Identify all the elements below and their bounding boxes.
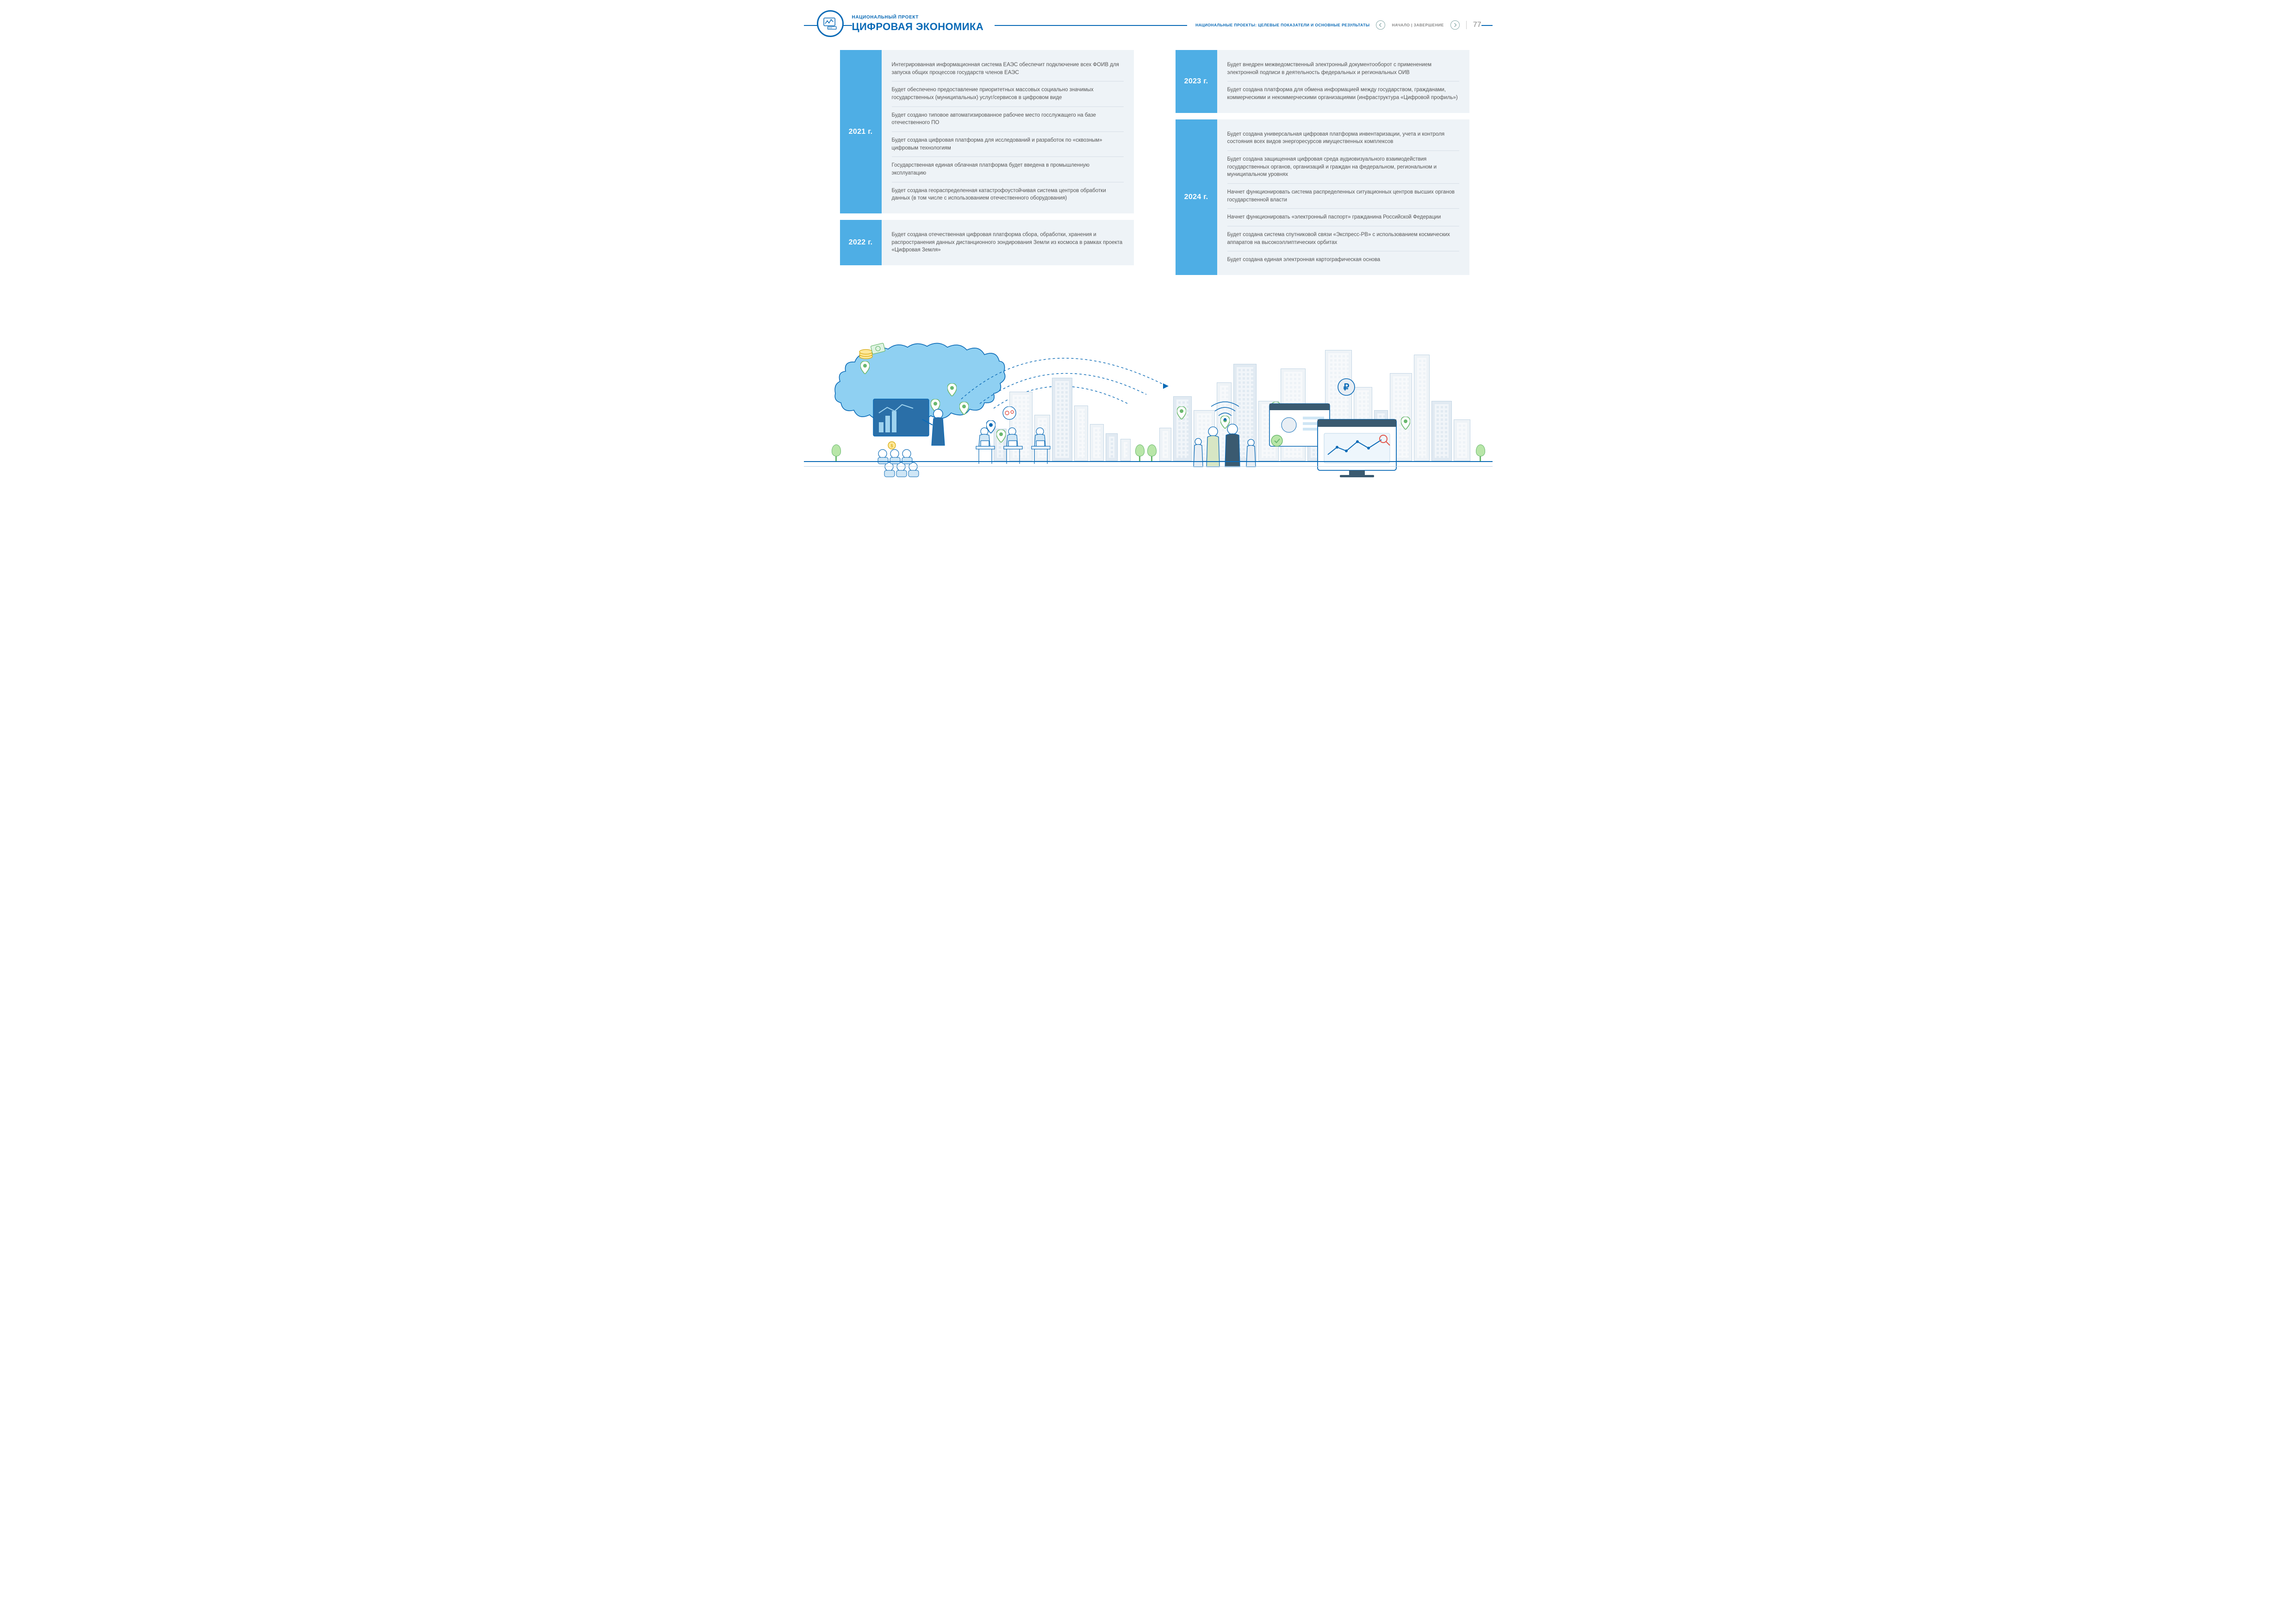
content: 2021 г. Интегрированная информационная си… [840, 50, 1469, 275]
year-block: 2023 г. Будет внедрен межведомственный эл… [1176, 50, 1469, 113]
header-right: НАЦИОНАЛЬНЫЕ ПРОЕКТЫ: ЦЕЛЕВЫЕ ПОКАЗАТЕЛИ… [1187, 20, 1481, 30]
map-pin-icon [1177, 406, 1186, 419]
year-label: 2024 г. [1176, 119, 1217, 275]
year-item: Будет внедрен межведомственный электронн… [1227, 56, 1459, 81]
year-item: Будет создана платформа для обмена инфор… [1227, 81, 1459, 106]
column-left: 2021 г. Интегрированная информационная си… [840, 50, 1134, 275]
svg-text:₽: ₽ [1343, 382, 1349, 393]
year-item: Начнет функционировать «электронный пасп… [1227, 209, 1459, 226]
illustration-strip: $ [804, 330, 1493, 487]
year-item: Государственная единая облачная платформ… [892, 157, 1124, 182]
building-icon [1120, 439, 1131, 461]
header-supertitle: НАЦИОНАЛЬНЫЙ ПРОЕКТ [852, 15, 984, 20]
year-items: Интегрированная информационная система Е… [882, 50, 1134, 213]
year-item: Будет создана защищенная цифровая среда … [1227, 151, 1459, 184]
year-item: Будет создана универсальная цифровая пла… [1227, 126, 1459, 151]
presentation-scene-icon: $ [869, 394, 961, 482]
year-block: 2022 г. Будет создана отечественная цифро… [840, 220, 1134, 265]
money-icon [859, 342, 886, 362]
ground-line [804, 461, 1493, 462]
nav-prev-button[interactable] [1376, 20, 1385, 30]
classroom-scene-icon [971, 406, 1063, 476]
building-icon [1159, 428, 1171, 461]
tree-icon [1476, 444, 1485, 461]
building-icon [1431, 401, 1452, 461]
year-item: Интегрированная информационная система Е… [892, 56, 1124, 81]
tree-icon [832, 444, 841, 461]
chevron-left-icon [1379, 23, 1382, 27]
building-icon [1074, 406, 1088, 461]
tree-icon [1147, 444, 1157, 461]
year-label: 2021 г. [840, 50, 882, 213]
year-item: Будет создано типовое автоматизированное… [892, 107, 1124, 132]
year-block: 2024 г. Будет создана универсальная цифро… [1176, 119, 1469, 275]
family-scene-icon [1188, 394, 1267, 478]
header-title: ЦИФРОВАЯ ЭКОНОМИКА [852, 21, 984, 33]
year-item: Будет создана система спутниковой связи … [1227, 226, 1459, 251]
year-item: Будет обеспечено предоставление приорите… [892, 81, 1124, 106]
page-number: 77 [1473, 21, 1481, 29]
tree-icon [1135, 444, 1145, 461]
nav-separator [1466, 21, 1467, 29]
nav-begin-label: НАЧАЛО [1392, 23, 1410, 27]
year-items: Будет создана отечественная цифровая пла… [882, 220, 1134, 265]
svg-text:$: $ [890, 443, 893, 448]
year-items: Будет внедрен межведомственный электронн… [1217, 50, 1469, 113]
column-right: 2023 г. Будет внедрен межведомственный эл… [1176, 50, 1469, 275]
building-icon [1106, 433, 1118, 461]
year-label: 2022 г. [840, 220, 882, 265]
nav-next-button[interactable] [1450, 20, 1460, 30]
chart-monitor-icon [823, 18, 837, 30]
year-item: Будет создана цифровая платформа для исс… [892, 132, 1124, 157]
ground-line-2 [804, 466, 1493, 467]
nav-end-label: ЗАВЕРШЕНИЕ [1414, 23, 1444, 27]
year-item: Будет создана отечественная цифровая пла… [892, 226, 1124, 259]
building-icon [1414, 355, 1430, 461]
chevron-right-icon [1453, 23, 1457, 27]
year-item: Будет создана геораспределенная катастро… [892, 182, 1124, 207]
year-label: 2023 г. [1176, 50, 1217, 113]
building-icon [1454, 419, 1470, 461]
building-icon [1090, 424, 1104, 461]
ruble-badge-icon: ₽ [1337, 378, 1356, 396]
page-header: НАЦИОНАЛЬНЫЙ ПРОЕКТ ЦИФРОВАЯ ЭКОНОМИКА Н… [804, 7, 1493, 40]
year-block: 2021 г. Интегрированная информационная си… [840, 50, 1134, 213]
project-icon [817, 10, 844, 37]
year-item: Будет создана единая электронная картогр… [1227, 251, 1459, 269]
header-subtitle: НАЦИОНАЛЬНЫЕ ПРОЕКТЫ: ЦЕЛЕВЫЕ ПОКАЗАТЕЛИ… [1195, 23, 1369, 27]
year-item: Начнет функционировать система распредел… [1227, 184, 1459, 209]
year-items: Будет создана универсальная цифровая пла… [1217, 119, 1469, 275]
map-pin-icon [860, 361, 870, 374]
